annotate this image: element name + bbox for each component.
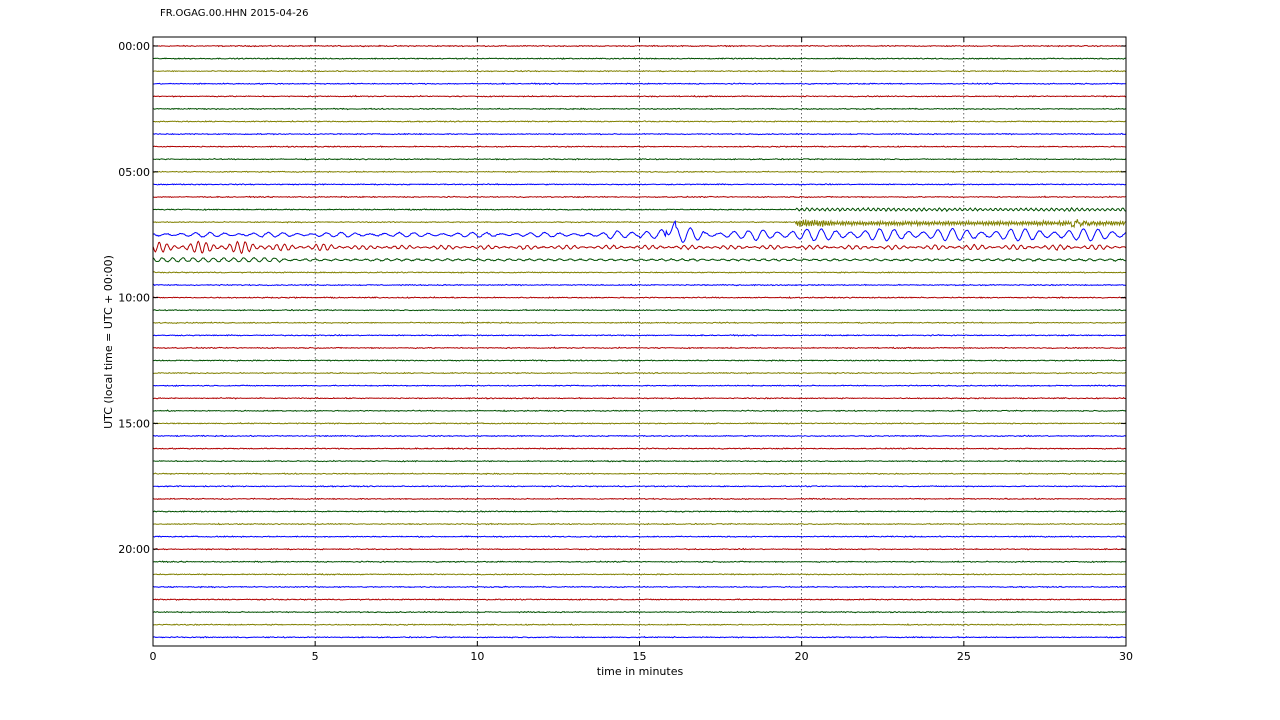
- trace-row-3: [152, 82, 1126, 86]
- trace-row-7: [152, 132, 1127, 136]
- trace-row-41: [152, 560, 1127, 564]
- trace-row-19: [152, 283, 1127, 287]
- trace-row-11: [153, 183, 1127, 186]
- trace-row-34: [152, 472, 1127, 476]
- x-tick-label: 30: [1119, 650, 1133, 663]
- trace-row-17: [152, 257, 1126, 263]
- trace-row-38: [152, 522, 1127, 526]
- trace-row-16: [152, 240, 1127, 255]
- trace-row-36: [153, 497, 1127, 501]
- trace-row-30: [152, 421, 1127, 425]
- page-title: FR.OGAG.00.HHN 2015-04-26: [160, 8, 309, 19]
- trace-row-0: [152, 44, 1126, 48]
- trace-row-15: [152, 219, 1127, 243]
- trace-row-26: [152, 371, 1127, 375]
- y-tick-label: 00:00: [118, 40, 150, 53]
- x-tick-label: 15: [633, 650, 647, 663]
- x-tick-label: 20: [795, 650, 809, 663]
- trace-row-18: [152, 271, 1126, 274]
- trace-row-47: [152, 635, 1127, 639]
- trace-row-31: [152, 434, 1127, 438]
- trace-row-6: [152, 120, 1127, 123]
- trace-row-37: [152, 510, 1127, 513]
- trace-row-2: [152, 69, 1127, 73]
- trace-row-40: [152, 547, 1126, 551]
- trace-row-23: [153, 334, 1127, 337]
- trace-row-22: [152, 321, 1127, 325]
- trace-row-14: [152, 218, 1127, 229]
- trace-row-1: [152, 57, 1126, 60]
- trace-row-27: [152, 384, 1126, 388]
- y-ticks: 00:00 05:00 10:00 15:00 20:00: [118, 40, 1126, 556]
- x-tick-label: 10: [470, 650, 484, 663]
- trace-row-24: [152, 346, 1127, 350]
- trace-row-46: [152, 623, 1127, 627]
- trace-row-44: [152, 598, 1127, 601]
- trace-row-28: [152, 396, 1127, 400]
- trace-row-42: [152, 573, 1127, 576]
- trace-row-25: [153, 359, 1127, 362]
- trace-row-43: [152, 585, 1127, 589]
- x-tick-label: 5: [312, 650, 319, 663]
- trace-row-21: [152, 308, 1127, 312]
- trace-row-39: [152, 535, 1127, 538]
- trace-row-29: [152, 409, 1127, 413]
- trace-row-4: [152, 94, 1127, 98]
- trace-row-32: [152, 447, 1127, 450]
- x-tick-label: 25: [957, 650, 971, 663]
- trace-row-35: [152, 484, 1127, 488]
- x-ticks: 0 5 10 15 20 25 30: [150, 37, 1133, 663]
- trace-row-13: [152, 206, 1127, 213]
- y-axis-label: UTC (local time = UTC + 00:00): [102, 255, 115, 429]
- trace-row-10: [152, 170, 1127, 174]
- trace-row-8: [152, 145, 1126, 148]
- trace-row-45: [152, 610, 1127, 614]
- grid-lines: [314, 37, 965, 646]
- trace-row-33: [153, 459, 1127, 463]
- y-tick-label: 15:00: [118, 417, 150, 430]
- x-axis-label: time in minutes: [597, 665, 684, 678]
- y-tick-label: 05:00: [118, 166, 150, 179]
- y-tick-label: 20:00: [118, 543, 150, 556]
- x-tick-label: 0: [150, 650, 157, 663]
- trace-row-5: [152, 107, 1127, 111]
- trace-layer: [152, 44, 1127, 639]
- y-tick-label: 10:00: [118, 292, 150, 305]
- trace-row-9: [152, 157, 1127, 161]
- trace-row-12: [152, 195, 1127, 199]
- trace-row-20: [152, 296, 1127, 299]
